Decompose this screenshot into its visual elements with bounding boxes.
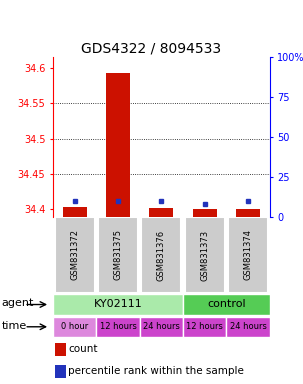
Text: GSM831375: GSM831375	[114, 230, 122, 280]
Bar	[96, 317, 140, 337]
Text: time: time	[2, 321, 27, 331]
Bar	[228, 217, 268, 293]
Text: 24 hours: 24 hours	[143, 322, 180, 331]
Text: 12 hours: 12 hours	[186, 322, 223, 331]
Text: 12 hours: 12 hours	[100, 322, 136, 331]
Bar	[226, 317, 270, 337]
Bar	[53, 295, 183, 314]
Text: 0 hour: 0 hour	[61, 322, 88, 331]
Bar	[183, 295, 270, 314]
Text: agent: agent	[2, 298, 34, 308]
Bar	[193, 209, 217, 217]
Text: GSM831374: GSM831374	[244, 230, 252, 280]
Text: percentile rank within the sample: percentile rank within the sample	[68, 366, 244, 376]
Text: GSM831372: GSM831372	[70, 230, 79, 280]
Bar	[98, 217, 138, 293]
Bar	[55, 365, 66, 378]
Bar	[183, 317, 226, 337]
Text: GDS4322 / 8094533: GDS4322 / 8094533	[82, 41, 221, 55]
Bar	[53, 317, 96, 337]
Bar	[55, 217, 95, 293]
Text: GSM831373: GSM831373	[200, 229, 209, 281]
Text: KY02111: KY02111	[94, 299, 142, 309]
Bar	[106, 73, 130, 217]
Text: count: count	[68, 344, 98, 354]
Text: control: control	[207, 299, 246, 309]
Bar	[55, 343, 66, 356]
Bar	[63, 207, 87, 217]
Text: GSM831376: GSM831376	[157, 229, 166, 281]
Bar	[149, 208, 173, 217]
Bar	[140, 317, 183, 337]
Bar	[236, 209, 260, 217]
Text: 24 hours: 24 hours	[230, 322, 266, 331]
Bar	[142, 217, 181, 293]
Bar	[185, 217, 225, 293]
